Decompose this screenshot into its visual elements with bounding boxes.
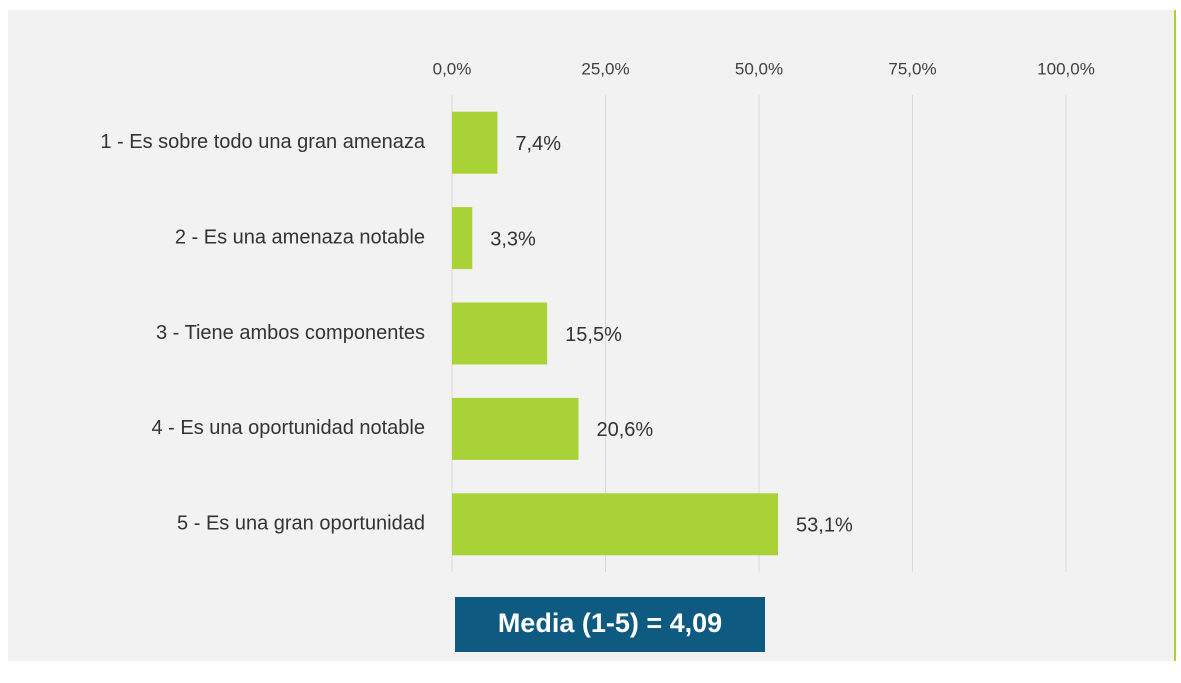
x-tick-label: 50,0%: [735, 59, 783, 78]
bar: [452, 207, 473, 270]
bar: [452, 111, 498, 174]
value-label: 53,1%: [796, 515, 853, 537]
x-tick-label: 75,0%: [888, 59, 936, 78]
x-tick-label: 25,0%: [581, 59, 629, 78]
y-tick-label: 1 - Es sobre todo una gran amenaza: [100, 131, 426, 153]
annotation: Media (1-5) = 4,09: [498, 608, 722, 638]
value-label: 3,3%: [490, 228, 536, 250]
y-tick-label: 3 - Tiene ambos componentes: [156, 322, 425, 344]
bar: [452, 397, 579, 460]
value-label: 7,4%: [515, 133, 561, 155]
annotation-box: [455, 597, 765, 652]
x-tick-label: 100,0%: [1037, 59, 1095, 78]
y-tick-label: 4 - Es una oportunidad notable: [151, 417, 425, 439]
y-tick-label: 5 - Es una gran oportunidad: [177, 513, 425, 535]
x-tick-label: 0,0%: [433, 59, 472, 78]
value-label: 20,6%: [596, 419, 653, 441]
bar: [452, 493, 779, 556]
y-tick-label: 2 - Es una amenaza notable: [175, 226, 425, 248]
bar: [452, 302, 548, 365]
value-label: 15,5%: [565, 324, 622, 346]
